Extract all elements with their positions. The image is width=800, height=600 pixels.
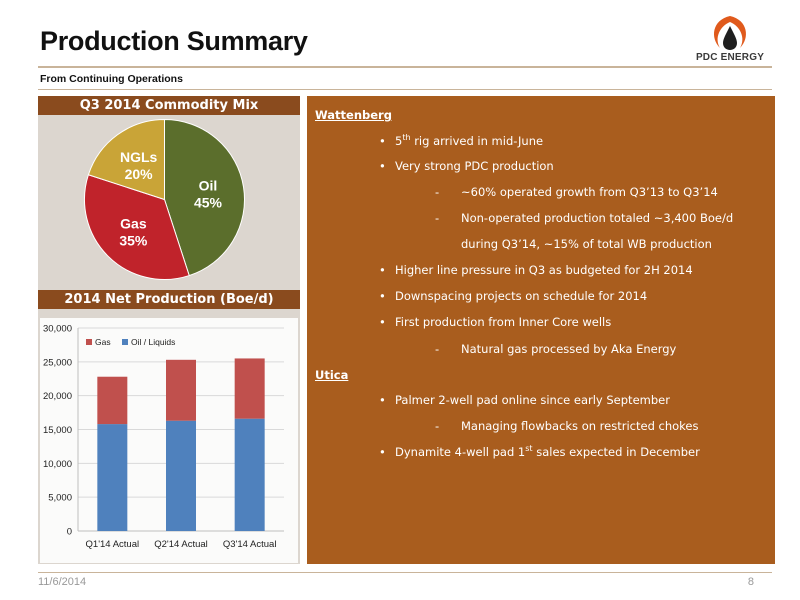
x-tick-label: Q2'14 Actual — [154, 539, 208, 550]
pie-value-gas: 35% — [119, 233, 148, 249]
y-tick-label: 20,000 — [43, 391, 72, 402]
title-divider — [38, 66, 772, 68]
sub-operated-growth: ~60% operated growth from Q3’13 to Q3’14 — [435, 185, 718, 199]
bar-oil-liquids-0 — [97, 424, 128, 531]
y-tick-label: 0 — [67, 527, 72, 538]
bullet-rig-suffix: th — [402, 133, 411, 143]
y-tick-label: 10,000 — [43, 459, 72, 470]
logo-text: PDC ENERGY — [695, 52, 765, 63]
sub-non-operated: Non-operated production totaled ~3,400 B… — [435, 211, 733, 225]
bullet-dynamite-text-end: sales expected in December — [532, 445, 700, 459]
bullet-palmer: Palmer 2-well pad online since early Sep… — [379, 393, 670, 407]
sub-flowbacks: Managing flowbacks on restricted chokes — [435, 419, 698, 433]
pie-value-oil: 45% — [194, 195, 223, 211]
slide-subtitle: From Continuing Operations — [40, 73, 183, 85]
bar-gas-1 — [166, 359, 196, 421]
pie-label-oil: Oil — [199, 178, 218, 194]
bullet-rig-number: 5 — [395, 134, 403, 148]
pie-value-ngls: 20% — [125, 166, 154, 182]
section-wattenberg: Wattenberg — [315, 108, 392, 122]
sub-aka-energy: Natural gas processed by Aka Energy — [435, 342, 676, 356]
right-panel: Wattenberg 5th rig arrived in mid-June V… — [307, 96, 775, 564]
pdc-energy-logo: PDC ENERGY — [690, 14, 770, 66]
y-tick-label: 15,000 — [43, 425, 72, 436]
bar-gas-2 — [234, 358, 265, 419]
pie-chart-header: Q3 2014 Commodity Mix — [38, 96, 300, 115]
pie-label-gas: Gas — [120, 216, 147, 232]
bullet-line-pressure: Higher line pressure in Q3 as budgeted f… — [379, 263, 693, 277]
x-tick-label: Q3'14 Actual — [223, 539, 277, 550]
commodity-mix-pie-chart: Oil 45% Gas 35% NGLs 20% — [82, 117, 247, 282]
bullet-dynamite-suffix: st — [525, 444, 533, 454]
y-tick-label: 5,000 — [48, 493, 72, 504]
bar-oil-liquids-1 — [166, 420, 196, 531]
page-number: 8 — [747, 576, 754, 588]
net-production-bar-chart: 0 5,000 10,000 15,000 20,000 25,000 30,000 Q1'1… — [40, 318, 298, 563]
pie-slice-ngls — [87, 118, 165, 201]
flame-drop-icon — [714, 16, 746, 50]
legend-swatch — [122, 339, 128, 345]
legend-swatch — [86, 339, 92, 345]
pie-slice-oil — [164, 118, 245, 277]
legend-label: Gas — [95, 337, 111, 347]
bullet-rig-text: rig arrived in mid-June — [410, 134, 544, 148]
bullet-rig: 5th rig arrived in mid-June — [379, 133, 544, 148]
pie-label-ngls: NGLs — [120, 149, 158, 165]
bar-gas-0 — [97, 376, 128, 425]
bullet-dynamite-text: Dynamite 4-well pad 1 — [395, 445, 526, 459]
bullet-inner-core: First production from Inner Core wells — [379, 315, 611, 329]
y-tick-label: 25,000 — [43, 357, 72, 368]
x-tick-label: Q1'14 Actual — [86, 539, 140, 550]
footer-divider — [38, 572, 772, 573]
bullet-downspacing: Downspacing projects on schedule for 201… — [379, 289, 647, 303]
section-utica: Utica — [315, 368, 349, 382]
legend-label: Oil / Liquids — [131, 337, 175, 347]
pie-slice-gas — [84, 174, 190, 280]
bar-chart-header: 2014 Net Production (Boe/d) — [38, 290, 300, 309]
bullet-production: Very strong PDC production — [379, 159, 554, 173]
bullet-dynamite: Dynamite 4-well pad 1st sales expected i… — [379, 444, 700, 459]
bar-oil-liquids-2 — [234, 418, 265, 531]
sub-non-operated-cont: during Q3’14, ~15% of total WB productio… — [461, 237, 712, 251]
subtitle-divider — [38, 89, 772, 90]
bar-chart-svg: 0 5,000 10,000 15,000 20,000 25,000 30,000 Q1'1… — [43, 324, 284, 550]
y-tick-label: 30,000 — [43, 324, 72, 335]
footer-date: 11/6/2014 — [38, 576, 87, 588]
slide-title: Production Summary — [40, 26, 308, 56]
